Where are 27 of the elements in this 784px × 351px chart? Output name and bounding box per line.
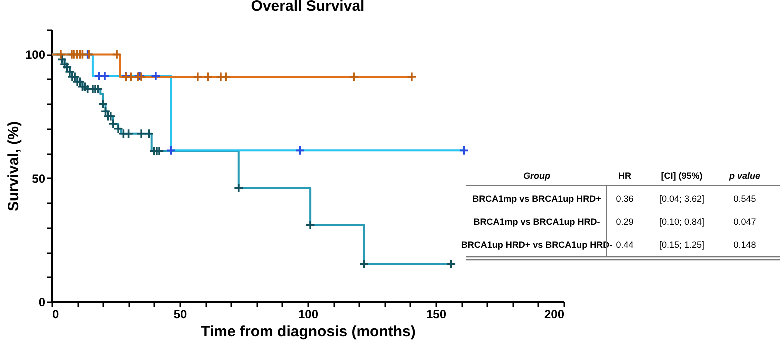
text: 0.545 xyxy=(734,194,756,204)
text: 0.148 xyxy=(734,240,756,250)
text: HR xyxy=(618,171,632,181)
annotation: BRCA1mp vs BRCA1up HRD+ xyxy=(472,194,602,204)
y-tick-label: 0 xyxy=(38,296,46,310)
x-axis-title: Time from diagnosis (months) xyxy=(201,324,416,340)
text: p value xyxy=(728,171,761,181)
y-axis-title: Survival, (%) xyxy=(5,121,22,212)
annotation: BRCA1mp vs BRCA1up HRD- xyxy=(474,217,600,227)
text: 0.44 xyxy=(616,240,634,250)
text: 0.29 xyxy=(616,217,634,227)
text: [0.15; 1.25] xyxy=(659,240,705,250)
y-tick-label: 50 xyxy=(32,172,46,186)
annotation: Group xyxy=(524,171,551,181)
x-tick-label: 50 xyxy=(174,308,188,322)
annotation: BRCA1up HRD+ vs BRCA1up HRD- xyxy=(461,240,613,250)
text: 0.36 xyxy=(616,194,634,204)
chart-title: Overall Survival xyxy=(251,0,365,15)
text: [0.10; 0.84] xyxy=(659,217,705,227)
text: [CI] (95%) xyxy=(661,171,703,181)
x-tick-label: 0 xyxy=(52,308,60,322)
text: [0.04; 3.62] xyxy=(659,194,705,204)
x-tick-label: 150 xyxy=(426,308,447,322)
y-tick-label: 100 xyxy=(25,48,46,62)
x-tick-label: 200 xyxy=(544,308,565,322)
text: 0.047 xyxy=(734,217,756,227)
x-tick-label: 100 xyxy=(298,308,319,322)
